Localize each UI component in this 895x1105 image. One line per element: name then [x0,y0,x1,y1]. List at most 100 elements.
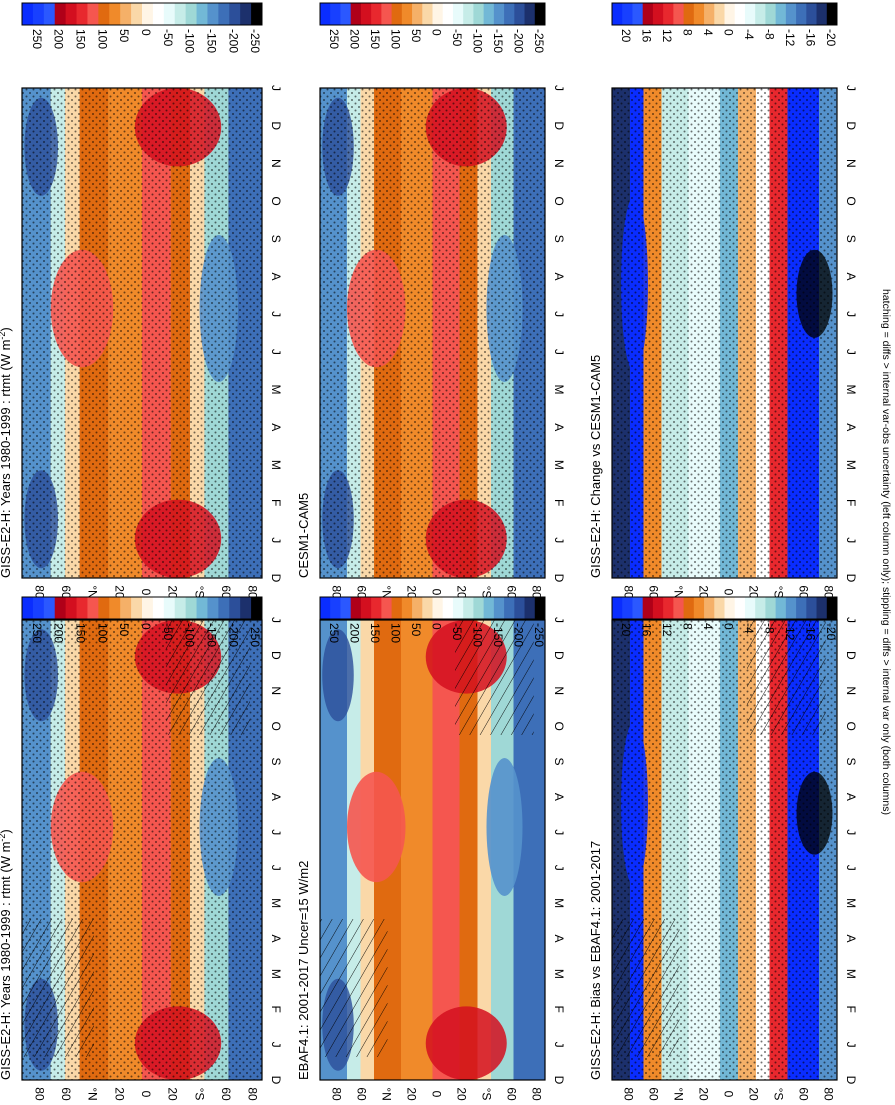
colorbar-swatch [340,3,352,25]
colorbar-label: 12 [660,29,674,43]
colorbar-swatch [163,597,176,619]
month-tick-label: A [269,793,283,801]
month-tick-label: D [844,574,858,583]
lat-ticks-mid-right: 80 60 °N 20 0 20 °S 60 80 [330,585,544,599]
lat-tick-label: °S [772,586,786,599]
month-tick-label: M [269,969,283,979]
month-tick-label: J [844,617,858,623]
month-tick-label: S [844,758,858,766]
lat-tick-label: 80 [822,585,836,599]
panel-top-left [21,619,263,1081]
lat-tick-label: 60 [505,585,519,599]
colorbar-label: -4 [742,623,756,634]
lat-ticks-top-left: 80 60 °N 20 0 20 °S 60 80 [32,1087,259,1101]
lat-tick-label: 60 [797,585,811,599]
month-ticks-top-left: D J F M A M J J A S O N D J [269,617,283,1085]
colorbar-swatch [131,597,143,619]
colorbar-label: 50 [117,29,131,43]
colorbar-swatch [412,3,423,25]
colorbar-swatch [98,3,110,25]
colorbar-swatch [673,597,685,619]
lat-tick-label: °N [86,585,100,598]
colorbar-swatch [76,3,88,25]
month-tick-label: O [269,721,283,730]
colorbar-label: -250 [532,29,546,53]
lat-tick-label: 80 [530,585,544,599]
month-tick-label: S [269,235,283,243]
lat-tick-label: 0 [430,589,444,596]
panel-title: CESM1-CAM5 [296,493,311,578]
lat-tick-label: 20 [455,585,469,599]
lat-ticks-bot-left: 80 60 °N 20 0 20 °S 60 80 [622,1087,836,1101]
month-tick-label: S [552,235,566,243]
month-tick-label: D [552,1076,566,1085]
month-tick-label: O [844,721,858,730]
colorbar-label: -50 [161,29,175,47]
month-tick-label: M [552,385,566,395]
colorbar-swatch [43,3,56,25]
colorbar-swatch [251,3,263,25]
colorbar-label: -16 [803,623,817,641]
colorbar-top-right: 250 200 150 100 50 0 -50 -100 -150 -200 -250 [21,2,263,53]
colorbar-label: 0 [722,623,736,630]
colorbar-swatch [463,597,474,619]
lat-tick-label: 60 [355,585,369,599]
month-tick-label: D [844,1076,858,1085]
colorbar-swatch [131,3,143,25]
colorbar-label: -50 [450,623,464,641]
colorbar-label: 12 [660,623,674,637]
month-tick-label: J [844,829,858,835]
colorbar-label: -4 [742,29,756,40]
colorbar-swatch [744,3,756,25]
lat-tick-label: 0 [430,1091,444,1098]
colorbar-swatch [240,597,252,619]
footnote: hatching = diffs > internal var-obs unce… [880,289,892,815]
colorbar-swatch [724,597,736,619]
month-tick-label: D [844,121,858,130]
colorbar-swatch [785,3,797,25]
colorbar-label: -150 [204,29,218,53]
colorbar-swatch [330,3,341,25]
lat-tick-label: °S [480,1088,494,1101]
colorbar-label: 250 [30,623,44,643]
colorbar-swatch [612,597,623,619]
month-tick-label: F [552,499,566,506]
panel-title: GISS-E2-H: Years 1980-1999 : rtmt (W m-2… [0,829,13,1080]
colorbar-swatch [87,597,99,619]
colorbar-label: -8 [762,623,776,634]
colorbar-swatch [816,3,828,25]
colorbar-swatch [32,597,45,619]
month-tick-label: A [844,423,858,431]
colorbar-label: -100 [470,623,484,647]
colorbar-swatch [174,3,187,25]
colorbar-swatch [401,3,413,25]
month-ticks-bot-right: D J F M A M J J A S O N D J [844,85,858,583]
colorbar-swatch [642,597,654,619]
colorbar-swatch [483,3,495,25]
colorbar-swatch [534,3,546,25]
lat-tick-label: 60 [797,1087,811,1101]
colorbar-label: 200 [52,29,66,49]
month-ticks-mid-right: D J F M A M J J A S O N D J [552,85,566,583]
colorbar-label: 100 [95,623,109,643]
month-tick-label: F [269,1006,283,1013]
lat-tick-label: 80 [330,585,344,599]
month-tick-label: J [552,311,566,317]
month-tick-label: M [552,969,566,979]
month-tick-label: M [269,898,283,908]
colorbar-swatch [806,3,818,25]
colorbar-swatch [514,597,526,619]
colorbar-label: 100 [389,29,403,49]
lat-tick-label: 20 [112,585,126,599]
colorbar-label: -200 [226,623,240,647]
panel-top-right [21,87,263,579]
colorbar-swatch [43,597,56,619]
month-tick-label: J [844,1042,858,1048]
colorbar-swatch [350,597,362,619]
colorbar-swatch [652,597,664,619]
month-tick-label: O [552,196,566,205]
colorbar-swatch [693,597,705,619]
colorbar-swatch [320,3,331,25]
colorbar-label: 250 [327,623,341,643]
